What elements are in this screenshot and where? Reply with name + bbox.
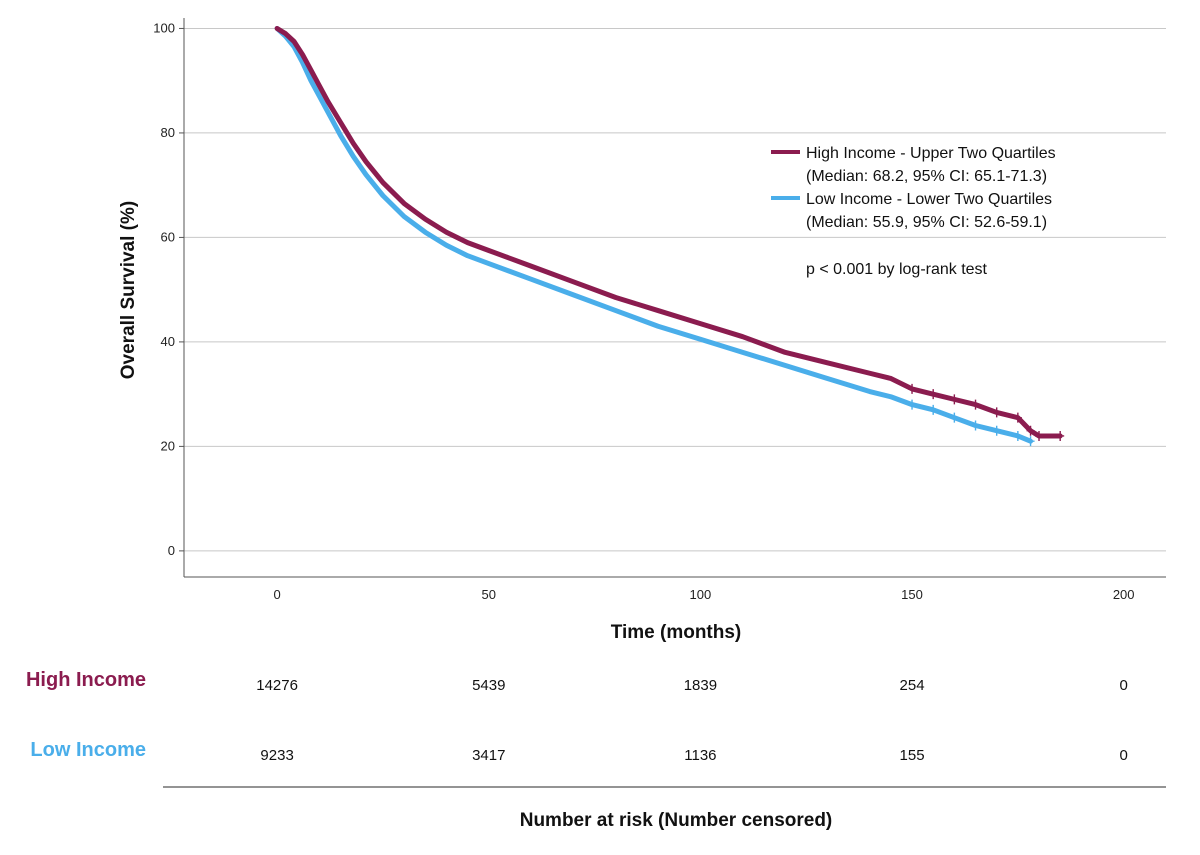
censor-mark xyxy=(908,383,917,394)
legend-label-low: Low Income - Lower Two Quartiles xyxy=(806,191,1052,208)
x-tick-labels: 0 50 100 150 200 xyxy=(274,587,1135,602)
x-tick-label-50: 50 xyxy=(482,587,496,602)
x-axis-title: Time (months) xyxy=(611,622,742,643)
risk-table-title: Number at risk (Number censored) xyxy=(520,810,833,831)
risk-cell-high-100: 1839 xyxy=(684,677,717,694)
y-tick-label-80: 80 xyxy=(161,125,175,140)
censor-mark xyxy=(992,407,1001,418)
x-tick-label-200: 200 xyxy=(1113,587,1135,602)
risk-cell-low-200: 0 xyxy=(1120,747,1128,764)
censor-mark xyxy=(971,399,980,410)
p-value-annotation: p < 0.001 by log-rank test xyxy=(806,261,988,278)
risk-cell-high-50: 5439 xyxy=(472,677,505,694)
risk-cell-high-0: 14276 xyxy=(256,677,298,694)
y-tick-label-100: 100 xyxy=(153,20,175,35)
survival-curves xyxy=(274,25,1065,447)
legend: High Income - Upper Two Quartiles (Media… xyxy=(771,145,1056,278)
y-axis-title: Overall Survival (%) xyxy=(118,201,139,379)
censor-mark xyxy=(1035,430,1044,441)
censor-mark xyxy=(1026,425,1035,436)
y-tick-label-20: 20 xyxy=(161,438,175,453)
censor-mark xyxy=(1013,412,1022,423)
censor-mark xyxy=(1056,430,1065,441)
series-line-high xyxy=(274,25,1063,439)
censor-mark xyxy=(908,399,917,410)
y-tick-labels: 0 20 40 60 80 100 xyxy=(153,20,184,558)
y-tick-label-60: 60 xyxy=(161,229,175,244)
risk-table: High Income Low Income Number at risk (N… xyxy=(26,669,1166,831)
risk-row-label-high: High Income xyxy=(26,669,146,691)
axes xyxy=(183,18,1166,578)
censor-mark xyxy=(971,420,980,431)
censor-mark xyxy=(929,389,938,400)
series-line-low xyxy=(274,25,1034,444)
censor-mark xyxy=(950,394,959,405)
x-tick-label-150: 150 xyxy=(901,587,923,602)
risk-cell-low-50: 3417 xyxy=(472,747,505,764)
legend-label-high: High Income - Upper Two Quartiles xyxy=(806,145,1056,162)
censor-mark xyxy=(992,425,1001,436)
x-tick-label-0: 0 xyxy=(274,587,281,602)
censor-mark xyxy=(929,404,938,415)
censor-mark xyxy=(950,412,959,423)
censor-mark xyxy=(1026,436,1035,447)
risk-cell-low-150: 155 xyxy=(900,747,925,764)
risk-row-label-low: Low Income xyxy=(30,739,146,761)
y-tick-label-0: 0 xyxy=(168,543,175,558)
risk-cell-low-100: 1136 xyxy=(684,747,716,764)
x-tick-label-100: 100 xyxy=(690,587,712,602)
risk-cell-low-0: 9233 xyxy=(260,747,293,764)
legend-stats-low: (Median: 55.9, 95% CI: 52.6-59.1) xyxy=(806,214,1047,231)
legend-stats-high: (Median: 68.2, 95% CI: 65.1-71.3) xyxy=(806,168,1047,185)
risk-cell-high-200: 0 xyxy=(1120,677,1128,694)
censor-mark xyxy=(1013,430,1022,441)
risk-cell-high-150: 254 xyxy=(900,677,925,694)
y-tick-label-40: 40 xyxy=(161,334,175,349)
